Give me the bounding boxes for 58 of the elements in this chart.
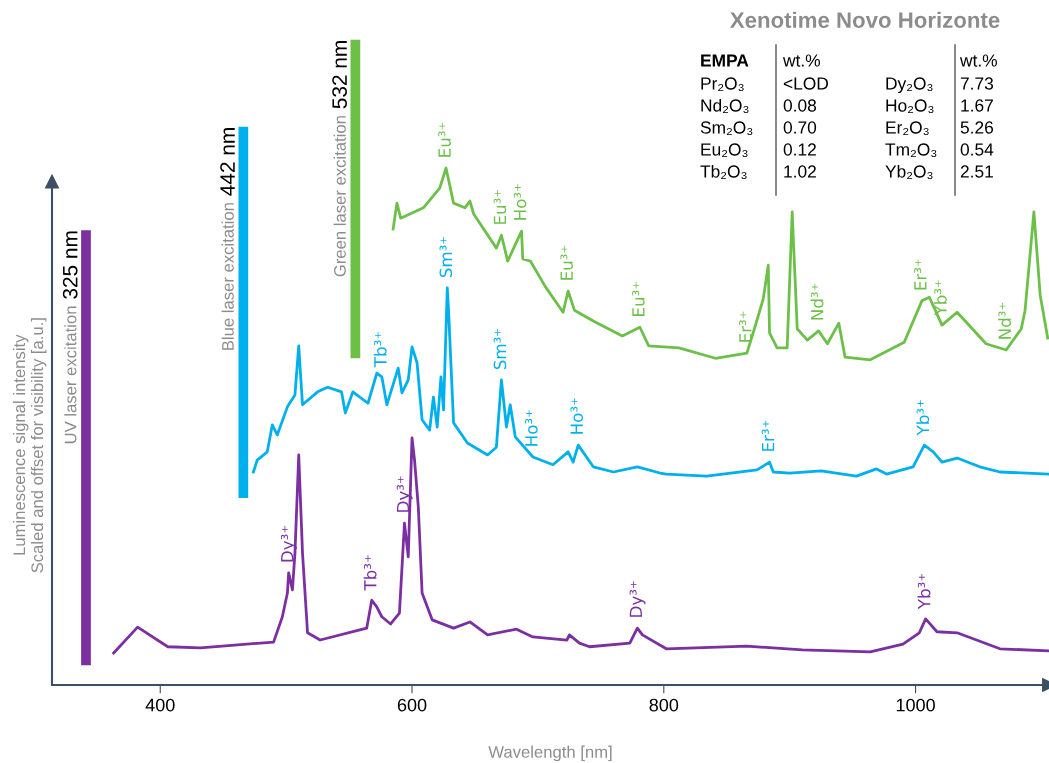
x-tick-label: 1000	[896, 698, 935, 712]
annotation: Eu³⁺	[560, 245, 573, 280]
text: Dy₂O₃	[886, 77, 933, 94]
annotation: Er³⁺	[761, 420, 775, 451]
text: Tm₂O₃	[885, 143, 937, 158]
x-tick-label: 600	[397, 698, 427, 712]
annotation: Sm³⁺	[439, 237, 453, 278]
annotation: Ho³⁺	[525, 410, 538, 446]
annotation: Ho³⁺	[513, 184, 527, 220]
text: Ho₂O₃	[886, 99, 934, 114]
ref-line-label: 532 nm	[332, 41, 347, 109]
annotation: Eu³⁺	[438, 122, 451, 157]
text: 0.12	[783, 143, 816, 156]
annotation: Tb₂O₃	[700, 164, 747, 180]
annotation: Green laser excitation	[333, 116, 346, 277]
y-axis-title: Luminescence signal intensity Scaled and offset for visibility [a.u.]	[12, 318, 47, 573]
annotation: Dy³⁺	[629, 581, 646, 617]
text: 0.08	[783, 99, 817, 112]
text: EMPA	[701, 54, 749, 67]
annotation: Er³⁺	[739, 311, 752, 342]
annotation: Yb³⁺	[917, 573, 931, 610]
annotation: Nd³⁺	[998, 302, 1012, 339]
annotation: Er³⁺	[914, 259, 927, 290]
chart-title: Xenotime Novo Horizonte	[730, 11, 1000, 28]
annotation: Eu³⁺	[632, 282, 645, 316]
annotation: Sm³⁺	[493, 329, 507, 370]
annotation: Ho³⁺	[570, 398, 584, 434]
annotation: Dy³⁺	[396, 476, 413, 512]
annotation: Tb³⁺	[363, 555, 377, 591]
text: Er₂O₃	[886, 121, 929, 136]
annotation: Tb³⁺	[373, 332, 387, 368]
annotation: 2.51	[960, 165, 993, 178]
ref-line-label: 442 nm	[220, 128, 235, 196]
annotation: Eu³⁺	[493, 190, 507, 224]
annotation: Yb₂O₃	[885, 164, 933, 180]
ref-line-label: 325 nm	[62, 231, 78, 299]
text: 0.54	[960, 143, 994, 156]
annotation: UV laser excitation	[64, 306, 77, 444]
annotation: Nd³⁺	[810, 283, 824, 320]
x-tick-label: 400	[145, 698, 175, 712]
text: Sm₂O₃	[700, 121, 753, 136]
x-tick-label: 800	[649, 698, 679, 712]
text: 7.73	[960, 77, 994, 90]
text: 0.70	[783, 121, 817, 134]
annotation: 1.02	[784, 165, 816, 178]
text: wt.%	[782, 54, 820, 67]
text: <LOD	[783, 77, 829, 90]
x-axis-title: Wavelength [nm]	[488, 745, 612, 762]
annotation: Blue laser excitation	[221, 203, 234, 350]
text: 1.67	[961, 99, 993, 112]
text: wt.%	[959, 54, 997, 67]
text: Pr₂O₃	[701, 77, 744, 92]
text: 5.26	[960, 121, 994, 134]
text: Eu₂O₃	[701, 143, 748, 158]
annotation: Yb³⁺	[933, 280, 947, 316]
text: Nd₂O₃	[701, 98, 749, 114]
annotation: Dy³⁺	[280, 526, 297, 562]
annotation: Yb³⁺	[916, 400, 930, 436]
